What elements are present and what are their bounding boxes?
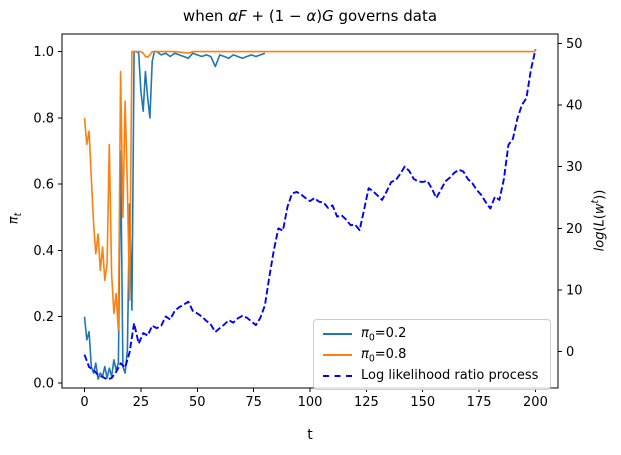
text-segment: ( xyxy=(592,226,608,232)
text-segment: when xyxy=(182,7,229,25)
legend-line-sample xyxy=(323,332,352,335)
y-left-tick-label: 0.4 xyxy=(33,244,54,259)
chart-title: when αF + (1 − α)G governs data xyxy=(62,7,558,25)
y-left-tick-label: 0.2 xyxy=(33,310,54,325)
y-left-tick-label: 0.6 xyxy=(33,178,54,193)
text-segment: π xyxy=(6,216,22,225)
series-pi0-0-2-line xyxy=(83,50,266,380)
text-segment: L xyxy=(592,219,608,227)
legend-line-sample xyxy=(323,374,352,377)
text-segment: governs data xyxy=(333,7,438,25)
text-segment: αF xyxy=(228,7,247,25)
x-tick-label: 25 xyxy=(133,395,150,410)
x-tick-label: 150 xyxy=(410,395,435,410)
legend-item-label: Log likelihood ratio process xyxy=(361,368,538,383)
y-left-tick-label: 0.0 xyxy=(33,377,54,392)
text-segment: w xyxy=(592,203,608,215)
text-segment: log xyxy=(592,231,608,252)
x-tick-label: 75 xyxy=(245,395,262,410)
text-segment: =0.8 xyxy=(374,347,407,362)
legend-item: π0=0.2 xyxy=(314,323,550,344)
x-axis-label: t xyxy=(307,427,313,443)
text-segment: t xyxy=(590,199,602,204)
x-tick-label: 125 xyxy=(354,395,379,410)
x-tick-label: 175 xyxy=(467,395,492,410)
y-axis-label-right: log(L(wt)) xyxy=(590,151,608,291)
x-tick-label: 200 xyxy=(523,395,548,410)
y-right-tick-label: 30 xyxy=(566,160,583,175)
series-log-likelihood-line xyxy=(83,49,537,381)
text-segment: π xyxy=(361,347,369,362)
legend-item: π0=0.8 xyxy=(314,344,550,365)
y-left-tick-label: 1.0 xyxy=(33,45,54,60)
x-tick-label: 50 xyxy=(189,395,206,410)
legend-line-sample xyxy=(323,353,352,356)
text-segment: 0 xyxy=(368,353,375,365)
legend-item: Log likelihood ratio process xyxy=(314,365,550,386)
series-pi0-0-8-line xyxy=(83,50,536,331)
y-left-tick-label: 0.8 xyxy=(33,111,54,126)
y-right-tick-label: 20 xyxy=(566,222,583,237)
text-segment: π xyxy=(361,326,369,341)
text-segment: α xyxy=(306,7,317,25)
legend-item-label: π0=0.2 xyxy=(361,326,407,344)
y-right-tick-label: 40 xyxy=(566,98,583,113)
y-right-tick-label: 10 xyxy=(566,283,583,298)
text-segment: Log likelihood ratio process xyxy=(361,368,539,383)
text-segment: G xyxy=(322,7,334,25)
legend: π0=0.2 π0=0.8 Log likelihood ratio process xyxy=(313,319,551,390)
x-tick-label: 100 xyxy=(298,395,323,410)
text-segment: )) xyxy=(592,189,608,200)
y-right-tick-label: 50 xyxy=(566,37,583,52)
x-tick-label: 0 xyxy=(80,395,88,410)
text-segment: =0.2 xyxy=(374,326,407,341)
y-right-tick-label: 0 xyxy=(566,345,574,360)
text-segment: ( xyxy=(592,214,608,220)
text-segment: 0 xyxy=(368,332,375,344)
text-segment: ) xyxy=(316,7,323,25)
text-segment: + (1 − xyxy=(246,7,307,25)
y-axis-label-left: πt xyxy=(6,149,25,289)
legend-item-label: π0=0.8 xyxy=(361,347,407,365)
text-segment: t xyxy=(13,212,25,217)
